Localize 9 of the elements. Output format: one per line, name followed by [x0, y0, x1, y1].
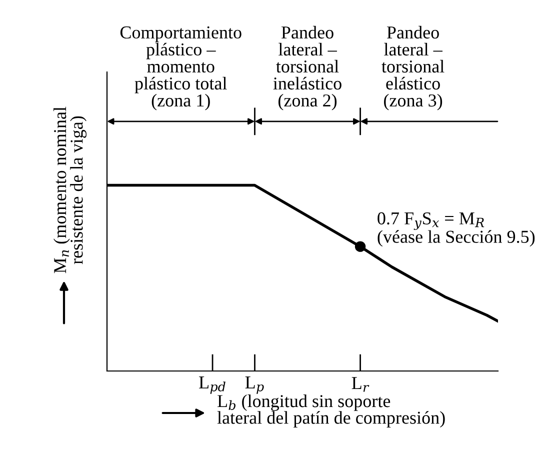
x-tick-label: L$_{r}$	[352, 377, 370, 392]
x-tick-label: L$_{p}$	[245, 376, 264, 394]
text: Pandeo lateral – torsional inelástico (zona 2)	[273, 26, 342, 110]
text: Comportamiento plástico – momento plástico total (zona 1)	[120, 26, 242, 110]
x-axis-title: L$_{b}$ (longitud sin soporte lateral del patín de compresión)	[217, 394, 445, 428]
x-tick-label: L$_{pd}$	[199, 376, 226, 394]
y-axis-title: M$_{n}$ (momento nominal resistente de la viga)	[53, 106, 87, 274]
text: Pandeo lateral – torsional elástico (zona 3)	[382, 26, 444, 110]
annotation: 0.7 F$_{y}$S$_{x}$ = M$_{R}$ (véase la Sección 9.5)	[378, 212, 535, 247]
